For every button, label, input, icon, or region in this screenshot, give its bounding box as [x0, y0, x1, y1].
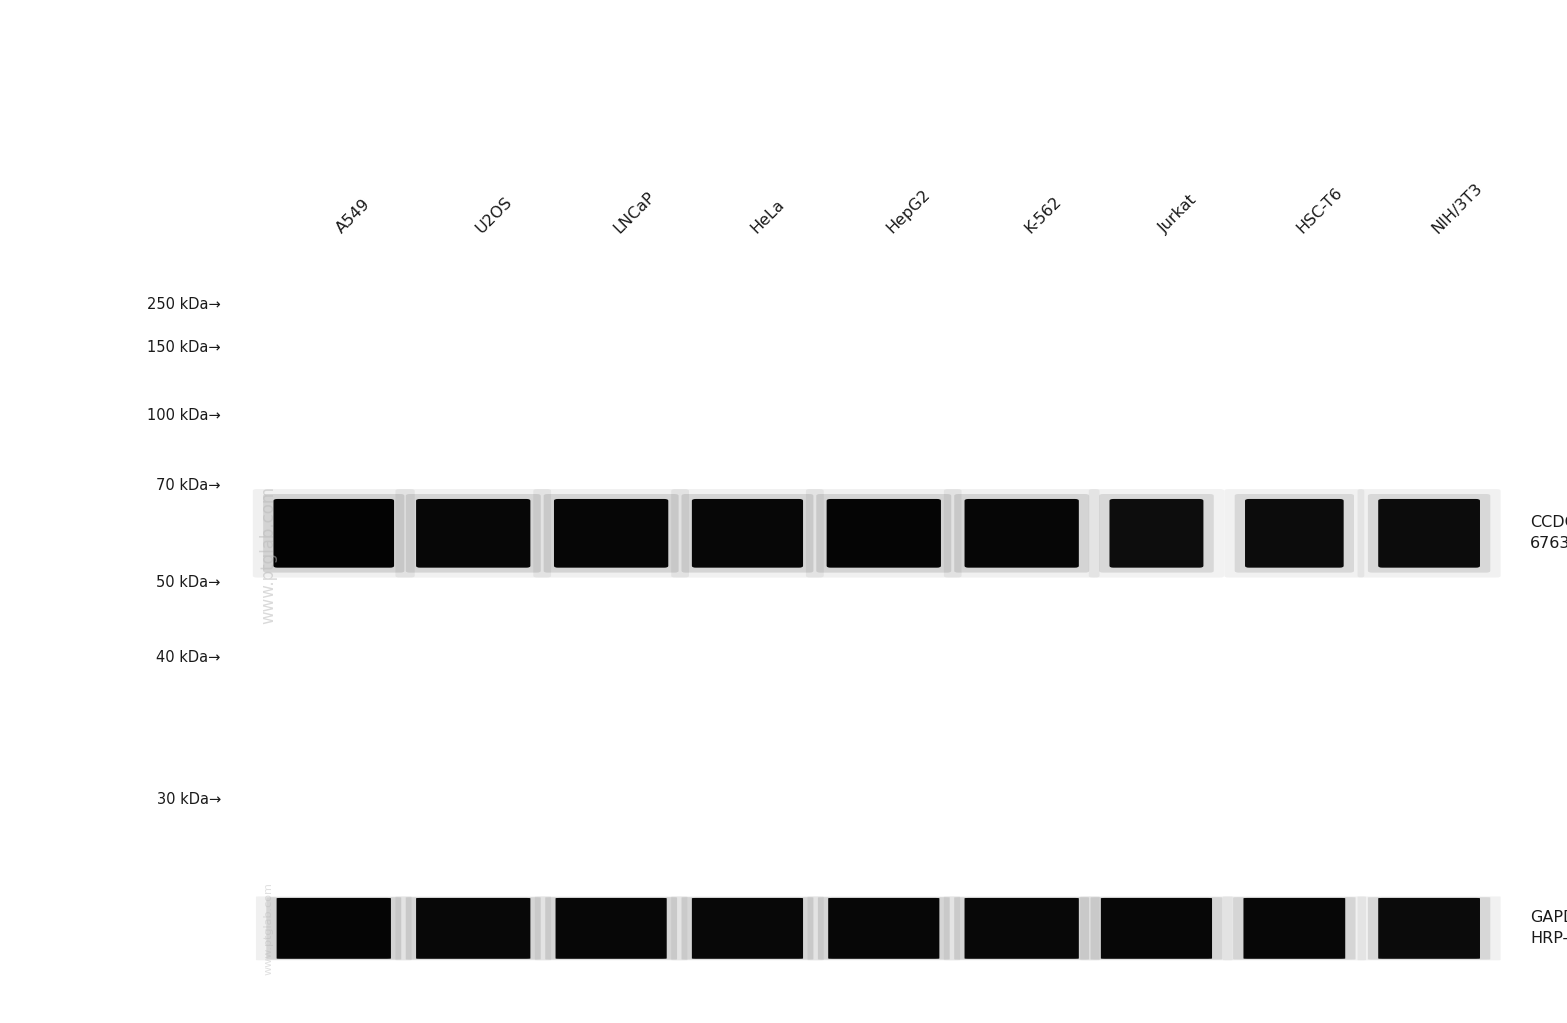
Text: www.ptglab.com: www.ptglab.com	[260, 486, 277, 624]
FancyBboxPatch shape	[682, 897, 813, 960]
FancyBboxPatch shape	[266, 897, 401, 960]
FancyBboxPatch shape	[965, 499, 1078, 568]
FancyBboxPatch shape	[805, 489, 962, 578]
FancyBboxPatch shape	[1246, 499, 1343, 568]
Text: 250 kDa→: 250 kDa→	[147, 297, 221, 312]
FancyBboxPatch shape	[1080, 896, 1233, 961]
FancyBboxPatch shape	[263, 494, 404, 573]
FancyBboxPatch shape	[1357, 489, 1501, 578]
FancyBboxPatch shape	[693, 898, 802, 959]
FancyBboxPatch shape	[406, 494, 541, 573]
Text: Jurkat: Jurkat	[1156, 192, 1200, 236]
FancyBboxPatch shape	[954, 897, 1089, 960]
Text: K-562: K-562	[1022, 193, 1064, 236]
FancyBboxPatch shape	[556, 898, 666, 959]
FancyBboxPatch shape	[682, 494, 813, 573]
FancyBboxPatch shape	[827, 499, 940, 568]
Text: GAPDH
HRP-60004: GAPDH HRP-60004	[1531, 910, 1567, 946]
FancyBboxPatch shape	[693, 499, 802, 568]
FancyBboxPatch shape	[807, 896, 961, 961]
Text: 30 kDa→: 30 kDa→	[157, 792, 221, 807]
FancyBboxPatch shape	[954, 494, 1089, 573]
FancyBboxPatch shape	[274, 499, 393, 568]
FancyBboxPatch shape	[1379, 499, 1479, 568]
FancyBboxPatch shape	[545, 897, 677, 960]
FancyBboxPatch shape	[255, 896, 412, 961]
FancyBboxPatch shape	[417, 898, 530, 959]
FancyBboxPatch shape	[395, 489, 552, 578]
FancyBboxPatch shape	[417, 499, 530, 568]
Text: A549: A549	[334, 196, 373, 236]
FancyBboxPatch shape	[818, 897, 950, 960]
FancyBboxPatch shape	[1379, 898, 1479, 959]
FancyBboxPatch shape	[277, 898, 390, 959]
FancyBboxPatch shape	[1368, 494, 1490, 573]
Text: 50 kDa→: 50 kDa→	[157, 575, 221, 590]
Text: NIH/3T3: NIH/3T3	[1429, 180, 1486, 236]
FancyBboxPatch shape	[544, 494, 679, 573]
FancyBboxPatch shape	[252, 489, 415, 578]
FancyBboxPatch shape	[1357, 896, 1501, 961]
FancyBboxPatch shape	[816, 494, 951, 573]
FancyBboxPatch shape	[534, 896, 688, 961]
FancyBboxPatch shape	[671, 489, 824, 578]
FancyBboxPatch shape	[1091, 897, 1222, 960]
Text: 150 kDa→: 150 kDa→	[147, 340, 221, 355]
Text: 100 kDa→: 100 kDa→	[147, 408, 221, 424]
FancyBboxPatch shape	[943, 896, 1100, 961]
Text: 70 kDa→: 70 kDa→	[157, 478, 221, 493]
FancyBboxPatch shape	[1235, 494, 1354, 573]
FancyBboxPatch shape	[829, 898, 939, 959]
FancyBboxPatch shape	[671, 896, 824, 961]
FancyBboxPatch shape	[1222, 896, 1366, 961]
FancyBboxPatch shape	[1224, 489, 1365, 578]
FancyBboxPatch shape	[395, 896, 552, 961]
FancyBboxPatch shape	[1368, 897, 1490, 960]
Text: 40 kDa→: 40 kDa→	[157, 650, 221, 665]
FancyBboxPatch shape	[533, 489, 689, 578]
FancyBboxPatch shape	[1109, 499, 1203, 568]
Text: HepG2: HepG2	[884, 187, 932, 236]
Text: HSC-T6: HSC-T6	[1294, 185, 1346, 236]
FancyBboxPatch shape	[1098, 494, 1214, 573]
Text: HeLa: HeLa	[747, 196, 787, 236]
FancyBboxPatch shape	[1233, 897, 1355, 960]
FancyBboxPatch shape	[1102, 898, 1211, 959]
Text: CCDC6
67637-1-Ig: CCDC6 67637-1-Ig	[1531, 516, 1567, 551]
FancyBboxPatch shape	[1244, 898, 1344, 959]
FancyBboxPatch shape	[1089, 489, 1224, 578]
Text: U2OS: U2OS	[473, 194, 516, 236]
FancyBboxPatch shape	[555, 499, 668, 568]
FancyBboxPatch shape	[406, 897, 541, 960]
Text: www.ptglab.com: www.ptglab.com	[263, 882, 274, 975]
Text: LNCaP: LNCaP	[611, 189, 658, 236]
FancyBboxPatch shape	[965, 898, 1078, 959]
FancyBboxPatch shape	[943, 489, 1100, 578]
